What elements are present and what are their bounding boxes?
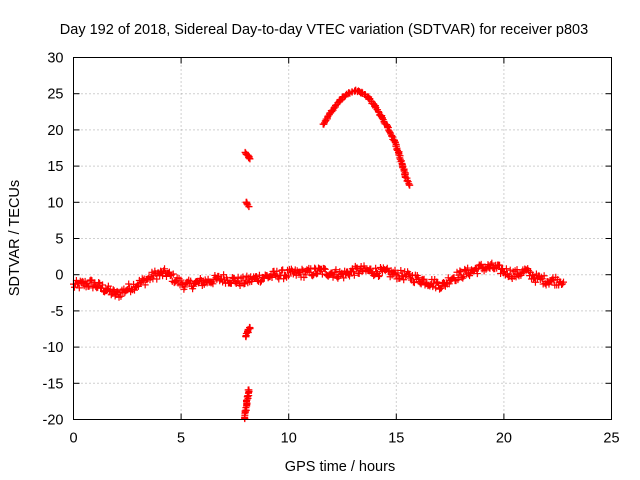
data-point bbox=[350, 271, 358, 279]
data-point bbox=[117, 292, 125, 300]
x-tick-label: 0 bbox=[69, 431, 77, 447]
data-point bbox=[245, 386, 253, 394]
data-point bbox=[336, 95, 344, 103]
y-tick-label: 15 bbox=[47, 159, 63, 175]
y-tick-label: 0 bbox=[55, 268, 63, 284]
data-point bbox=[364, 93, 372, 101]
x-axis-label: GPS time / hours bbox=[285, 459, 395, 475]
data-point bbox=[473, 270, 481, 278]
y-tick-label: -15 bbox=[43, 376, 64, 392]
data-point bbox=[376, 272, 384, 280]
data-point bbox=[377, 112, 385, 120]
grid-lines bbox=[73, 57, 612, 420]
data-point bbox=[209, 280, 217, 288]
data-point bbox=[181, 283, 189, 291]
data-point bbox=[284, 272, 292, 280]
data-point bbox=[241, 414, 249, 422]
data-point bbox=[488, 259, 496, 267]
axis-ticks bbox=[73, 57, 612, 420]
data-point bbox=[321, 265, 329, 273]
y-tick-label: -5 bbox=[51, 304, 64, 320]
data-point bbox=[419, 276, 427, 284]
data-point bbox=[420, 275, 428, 283]
data-point bbox=[169, 270, 177, 278]
data-point bbox=[390, 136, 398, 144]
x-tick-label: 20 bbox=[496, 431, 512, 447]
data-point bbox=[256, 278, 264, 286]
x-tick-label: 5 bbox=[177, 431, 185, 447]
data-point bbox=[372, 264, 380, 272]
data-point bbox=[243, 400, 251, 408]
data-point bbox=[457, 268, 465, 276]
x-tick-label: 15 bbox=[388, 431, 404, 447]
data-point bbox=[242, 332, 250, 340]
data-point bbox=[388, 132, 396, 140]
data-point bbox=[375, 272, 383, 280]
tick-labels: 0 5 10 15 20 25 -20 -15 -10 -5 0 5 10 15 20 25 30 bbox=[43, 51, 620, 447]
data-point bbox=[177, 276, 185, 284]
data-point bbox=[244, 328, 252, 336]
data-point bbox=[314, 269, 322, 277]
data-point bbox=[242, 407, 250, 415]
y-tick-label: 10 bbox=[47, 195, 63, 211]
data-point bbox=[244, 392, 252, 400]
data-point bbox=[401, 171, 409, 179]
data-point bbox=[454, 276, 462, 284]
x-tick-label: 25 bbox=[603, 431, 619, 447]
data-point bbox=[414, 274, 422, 282]
data-point bbox=[161, 265, 169, 273]
data-point bbox=[141, 281, 149, 289]
data-point bbox=[246, 155, 254, 163]
data-point bbox=[319, 120, 327, 128]
data-point bbox=[153, 275, 161, 283]
data-point bbox=[328, 107, 336, 115]
y-tick-label: 5 bbox=[55, 232, 63, 248]
data-point bbox=[340, 274, 348, 282]
data-point bbox=[273, 267, 281, 275]
data-point bbox=[464, 264, 472, 272]
data-point bbox=[397, 266, 405, 274]
data-point bbox=[437, 284, 445, 292]
y-tick-label: 20 bbox=[47, 123, 63, 139]
data-point bbox=[332, 266, 340, 274]
data-point bbox=[367, 265, 375, 273]
data-point bbox=[394, 148, 402, 156]
data-point bbox=[75, 284, 83, 292]
data-point bbox=[245, 203, 253, 211]
data-point bbox=[384, 123, 392, 131]
data-point bbox=[320, 265, 328, 273]
data-point bbox=[345, 89, 353, 97]
data-point bbox=[371, 102, 379, 110]
data-point bbox=[87, 276, 95, 284]
y-tick-label: -10 bbox=[43, 340, 64, 356]
y-tick-label: 30 bbox=[47, 51, 63, 67]
data-point bbox=[246, 324, 254, 332]
data-point bbox=[445, 280, 453, 288]
data-point bbox=[244, 151, 252, 159]
x-tick-label: 10 bbox=[281, 431, 297, 447]
data-point bbox=[502, 265, 510, 273]
data-point bbox=[109, 286, 117, 294]
data-point bbox=[405, 181, 413, 189]
data-point bbox=[531, 278, 539, 286]
data-point bbox=[560, 278, 568, 286]
data-point bbox=[351, 87, 359, 95]
y-tick-label: 25 bbox=[47, 87, 63, 103]
data-point bbox=[345, 272, 353, 280]
data-point bbox=[358, 88, 366, 96]
data-point bbox=[540, 272, 548, 280]
data-point bbox=[70, 283, 78, 291]
data-point bbox=[349, 268, 357, 276]
data-point bbox=[99, 281, 107, 289]
data-point bbox=[95, 279, 103, 287]
y-tick-label: -20 bbox=[43, 413, 64, 429]
chart-title: Day 192 of 2018, Sidereal Day-to-day VTE… bbox=[60, 22, 588, 38]
data-point bbox=[243, 198, 251, 206]
data-point bbox=[309, 272, 317, 280]
data-point bbox=[399, 162, 407, 170]
data-points bbox=[70, 86, 568, 423]
y-axis-label: SDTVAR / TECUs bbox=[7, 180, 23, 296]
data-point bbox=[85, 282, 93, 290]
